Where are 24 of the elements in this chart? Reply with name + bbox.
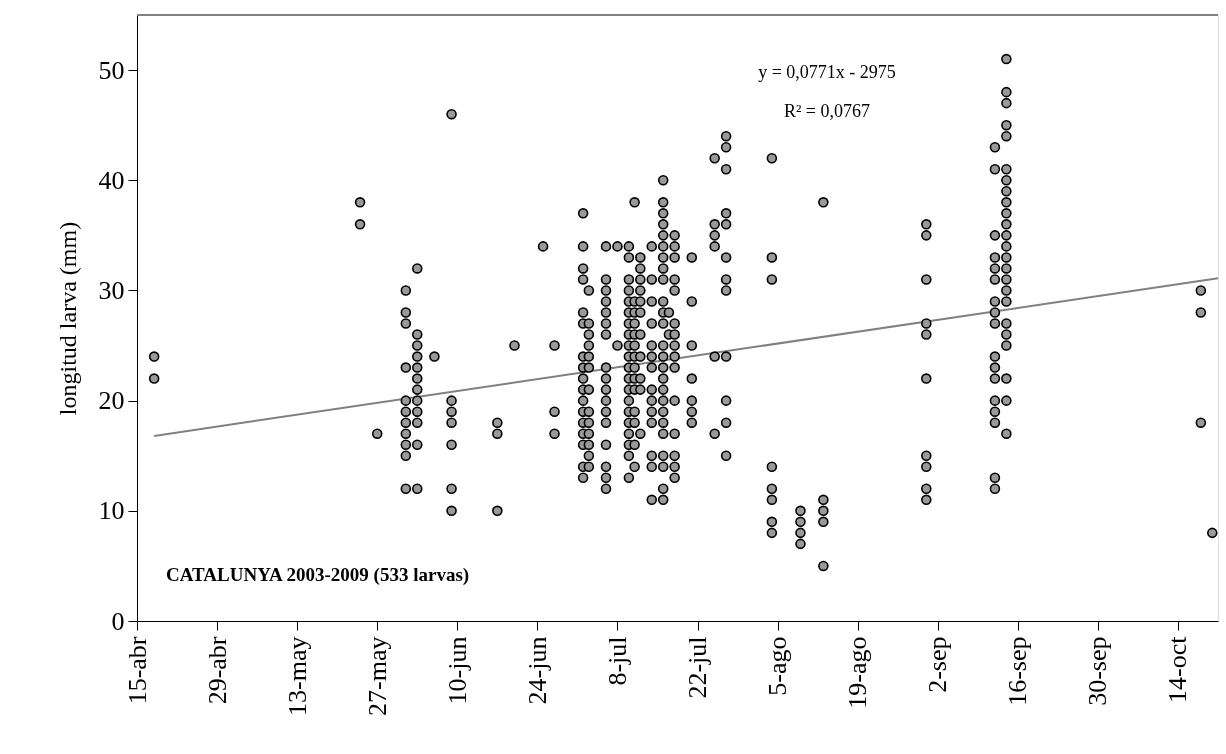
y-tick-label: 50 (98, 55, 125, 85)
x-tick-label: 13-may (282, 636, 312, 716)
x-tick-label: 16-sep (1003, 636, 1033, 706)
x-tick-label: 29-abr (202, 636, 232, 705)
y-tick-label: 30 (98, 275, 125, 305)
y-tick-label: 40 (98, 165, 125, 195)
y-axis-title: longitud larva (mm) (54, 221, 81, 416)
x-tick-label: 22-jul (683, 636, 713, 699)
annotation: y = 0,0771x - 2975 (758, 62, 896, 82)
y-tick-label: 0 (111, 606, 125, 636)
annotation: R² = 0,0767 (783, 101, 871, 121)
y-tick-label: 10 (98, 496, 125, 526)
x-tick-label: 5-ago (763, 636, 793, 696)
x-tick-label: 27-may (362, 636, 392, 716)
annotation: CATALUNYA 2003-2009 (533 larvas) (166, 564, 470, 586)
x-tick-label: 8-jul (602, 636, 632, 686)
y-tick-label: 20 (98, 386, 125, 416)
x-tick-label: 24-jun (522, 636, 552, 705)
x-tick-label: 10-jun (442, 636, 472, 705)
x-tick-label: 30-sep (1083, 636, 1113, 706)
x-tick-label: 14-oct (1163, 635, 1193, 703)
x-tick-label: 19-ago (843, 636, 873, 709)
x-tick-label: 15-abr (122, 636, 152, 705)
x-tick-label: 2-sep (923, 636, 953, 693)
